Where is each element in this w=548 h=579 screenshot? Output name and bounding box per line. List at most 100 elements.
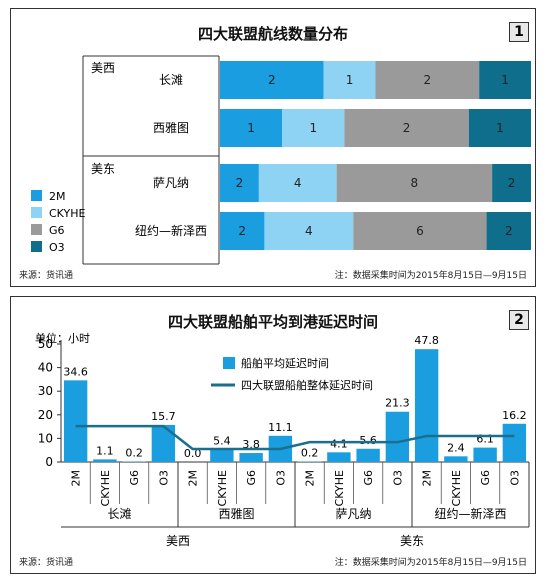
- panel1-title: 四大联盟航线数量分布: [197, 25, 348, 43]
- panel1-number-badge: 1: [509, 22, 529, 42]
- panel2-title: 四大联盟船舶平均到港延迟时间: [167, 313, 378, 331]
- y-tick-label: 40: [38, 361, 53, 375]
- bar-segment: [258, 164, 337, 202]
- x-tick-label: O3: [274, 470, 287, 486]
- y-tick-label: 50: [38, 337, 53, 351]
- bar-value-label: 2: [238, 224, 246, 238]
- bar-value-label: 2: [508, 176, 516, 190]
- bar-segment: [264, 212, 354, 250]
- panel2-source: 来源：货讯通: [19, 558, 74, 568]
- x-tick-label: CKYHE: [216, 470, 229, 506]
- bar-value-label: 2: [424, 73, 432, 87]
- bar-value-label: 47.8: [414, 334, 439, 347]
- delay-bar: [93, 459, 117, 462]
- delay-bar: [210, 449, 234, 462]
- bar-segment: [479, 61, 531, 99]
- legend-label: 2M: [49, 190, 66, 203]
- x-tick-label: O3: [157, 470, 170, 486]
- delay-time-chart: 0 10 20 30 40 50 34.6 2M 1.1 CKYHE 0.2 G6 15.7 O3 长滩 0.…: [38, 334, 530, 548]
- delay-bar: [327, 452, 351, 462]
- bar-value-label: 1: [346, 73, 354, 87]
- legend-swatch: [31, 241, 42, 252]
- x-tick-label: 2M: [187, 470, 200, 487]
- delay-bar: [502, 423, 527, 462]
- bar-value-label: 1: [501, 73, 509, 87]
- bar-value-label: 2: [268, 73, 276, 87]
- bar-segment: [344, 109, 469, 147]
- bar-value-label: 1.1: [96, 444, 114, 457]
- y-tick-label: 10: [38, 431, 53, 445]
- delay-bar: [239, 453, 263, 462]
- region-label: 美西: [166, 534, 190, 548]
- bar-segment: [336, 164, 493, 202]
- delay-bar: [414, 349, 439, 462]
- legend-bar-label: 船舶平均延迟时间: [241, 356, 329, 370]
- x-tick-label: G6: [479, 470, 492, 486]
- overall-delay-line: [75, 424, 515, 451]
- bar-segment: [492, 164, 531, 202]
- bar-value-label: 1: [309, 121, 317, 135]
- bar-value-label: 11.1: [268, 421, 293, 434]
- bar-value-label: 1: [496, 121, 504, 135]
- category-label: 纽约—新泽西: [135, 223, 207, 238]
- legend-swatch: [31, 224, 42, 235]
- panel1-note: 注：数据采集时间为2015年8月15日—9月15日: [334, 271, 527, 281]
- x-tick-label: O3: [391, 470, 404, 486]
- x-tick-label: G6: [362, 470, 375, 486]
- x-tick-label: CKYHE: [99, 470, 112, 506]
- delay-bar: [356, 448, 380, 462]
- y-axis-unit-label: 单位：小时: [35, 332, 90, 345]
- bar-value-label: 4.1: [330, 437, 348, 450]
- x-tick-label: 2M: [421, 470, 434, 487]
- panel1-source: 来源：货讯通: [19, 271, 74, 281]
- x-tick-label: 2M: [304, 470, 317, 487]
- group-label: 美西: [91, 61, 115, 75]
- legend-swatch: [31, 207, 42, 218]
- bar-segment: [323, 61, 376, 99]
- bar-value-label: 2: [403, 121, 411, 135]
- port-label: 萨凡纳: [335, 507, 371, 521]
- x-tick-label: O3: [508, 470, 521, 486]
- legend-swatch: [31, 190, 42, 201]
- bar-value-label: 1: [247, 121, 255, 135]
- bar-value-label: 34.6: [63, 365, 88, 378]
- bar-value-label: 0.2: [125, 447, 143, 460]
- x-tick-label: CKYHE: [450, 470, 463, 506]
- bar-segment: [282, 109, 345, 147]
- x-tick-label: G6: [245, 470, 258, 486]
- bar-segment: [375, 61, 480, 99]
- bar-value-label: 16.2: [502, 409, 527, 422]
- x-tick-label: 2M: [70, 470, 83, 487]
- bar-segment: [220, 164, 259, 202]
- delay-time-panel: 四大联盟船舶平均到港延迟时间 2 单位：小时 0 10 20 30 40 50 34.6 2M…: [10, 296, 536, 574]
- port-label: 长滩: [107, 507, 131, 521]
- port-label: 西雅图: [218, 506, 254, 521]
- y-tick-label: 30: [38, 384, 53, 398]
- legend-bar-swatch: [223, 357, 235, 369]
- category-label: 西雅图: [153, 120, 189, 135]
- bar-value-label: 6: [416, 224, 424, 238]
- delay-bar: [473, 447, 497, 462]
- panel2-number-badge: 2: [509, 310, 529, 330]
- bar-segment: [220, 212, 265, 250]
- x-tick-label: G6: [128, 470, 141, 486]
- region-label: 美东: [400, 534, 424, 548]
- panel2-note: 注：数据采集时间为2015年8月15日—9月15日: [334, 558, 527, 568]
- bar-value-label: 8: [411, 176, 419, 190]
- bar-value-label: 4: [294, 176, 302, 190]
- route-distribution-panel: 四大联盟航线数量分布 1 美西 美东 长滩 2 1 2 1 西雅图 1 1 2 1 萨凡纳 2 4 8 2 纽约—…: [10, 8, 536, 287]
- bar-value-label: 15.7: [151, 410, 176, 423]
- legend-line-label: 四大联盟船舶整体延迟时间: [241, 378, 373, 392]
- bar-value-label: 5.4: [213, 434, 231, 447]
- legend-label: O3: [49, 241, 65, 254]
- bar-value-label: 4: [305, 224, 313, 238]
- delay-bar: [151, 424, 176, 462]
- bar-segment: [468, 109, 531, 147]
- bar-value-label: 21.3: [385, 397, 410, 410]
- legend-label: G6: [49, 224, 65, 237]
- y-tick-label: 0: [45, 455, 53, 469]
- category-label: 萨凡纳: [153, 176, 189, 190]
- bar-value-label: 2.4: [447, 441, 465, 454]
- legend-label: CKYHE: [49, 207, 85, 220]
